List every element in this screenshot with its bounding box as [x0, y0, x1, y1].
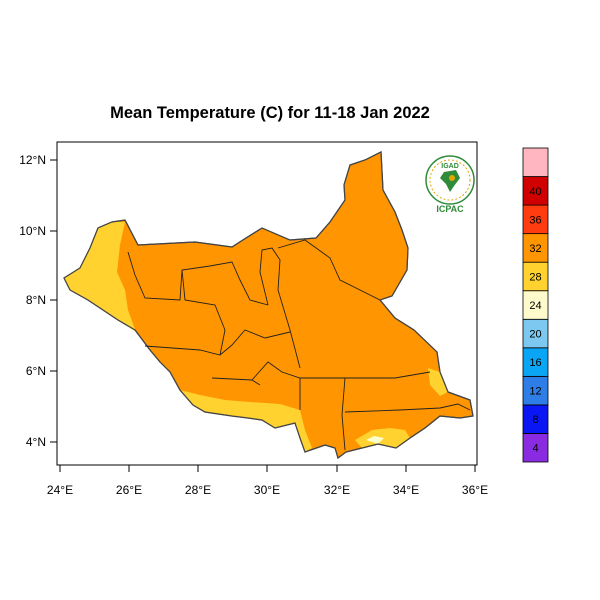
colorbar-swatch [522, 176, 549, 206]
y-tick-label: 12°N [19, 153, 46, 167]
x-tick-label: 30°E [254, 483, 280, 497]
colorbar-label: 24 [529, 300, 541, 312]
country-border [63, 151, 474, 459]
y-axis [50, 159, 57, 443]
colorbar-label: 20 [529, 329, 541, 341]
region-24-28-west [64, 222, 136, 332]
colorbar-swatch [522, 433, 549, 463]
y-tick-label: 6°N [26, 364, 46, 378]
x-tick-labels: 24°E 26°E 28°E 30°E 32°E 34°E 36°E [47, 483, 488, 497]
x-tick-label: 34°E [393, 483, 419, 497]
state-boundaries [127, 239, 471, 451]
colorbar-label: 12 [529, 386, 541, 398]
colorbar-label: 28 [529, 271, 541, 283]
x-tick-label: 36°E [462, 483, 488, 497]
colorbar-label: 16 [529, 357, 541, 369]
colorbar-swatch [522, 404, 549, 434]
colorbar-label: 36 [529, 214, 541, 226]
x-tick-label: 28°E [185, 483, 211, 497]
colorbar-swatch [522, 290, 549, 320]
x-tick-label: 26°E [116, 483, 142, 497]
x-tick-label: 32°E [324, 483, 350, 497]
colorbar-label: 32 [529, 243, 541, 255]
logo-top-text: IGAD [441, 163, 459, 170]
y-tick-label: 4°N [26, 435, 46, 449]
x-tick-label: 24°E [47, 483, 73, 497]
icpac-logo: IGAD ICPAC [425, 155, 475, 214]
region-20-24-south [366, 436, 384, 444]
colorbar-label: 8 [532, 414, 538, 426]
colorbar-swatch [522, 204, 549, 235]
y-tick-label: 10°N [19, 224, 46, 238]
map-title: Mean Temperature (C) for 11-18 Jan 2022 [110, 104, 430, 122]
colorbar-swatch [522, 261, 549, 292]
y-tick-label: 8°N [26, 293, 46, 307]
colorbar-swatch [522, 147, 549, 177]
region-24-28-east [428, 368, 448, 396]
x-axis [59, 465, 476, 472]
colorbar-swatch [522, 347, 549, 377]
colorbar-label: 4 [532, 443, 538, 455]
colorbar-label: 40 [529, 186, 541, 198]
logo-bottom-text: ICPAC [436, 204, 464, 214]
y-tick-labels: 4°N 6°N 8°N 10°N 12°N [19, 153, 46, 449]
region-24-28-south [180, 390, 312, 452]
colorbar: 4 8 12 16 20 24 28 32 36 40 [522, 147, 549, 463]
